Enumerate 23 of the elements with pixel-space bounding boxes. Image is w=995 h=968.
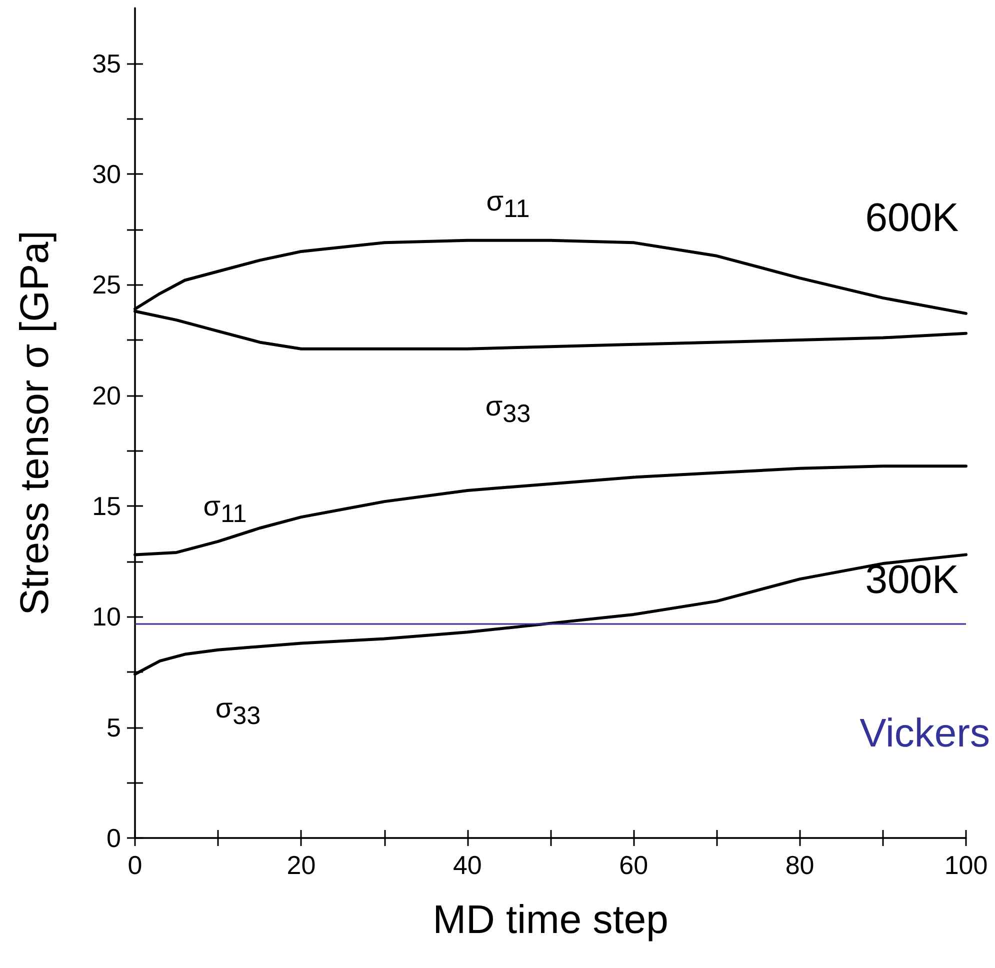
- y-tick-label: 25: [92, 270, 121, 300]
- x-axis-title: MD time step: [432, 898, 668, 942]
- annotation: 600K: [865, 196, 959, 240]
- x-tick-label: 80: [785, 850, 814, 880]
- y-axis-title: Stress tensor σ [GPa]: [13, 230, 57, 616]
- y-tick-label: 15: [92, 491, 121, 521]
- x-tick-label: 0: [128, 850, 142, 880]
- y-tick-label: 5: [106, 712, 121, 742]
- y-tick-label: 30: [92, 159, 121, 189]
- y-tick-label: 20: [92, 380, 121, 410]
- y-tick-label: 35: [92, 48, 121, 78]
- ref-line-label: Vickers: [860, 711, 990, 756]
- annotation: 300K: [865, 558, 959, 602]
- x-tick-label: 60: [619, 850, 648, 880]
- annotation: σ$_{11}$: [203, 490, 247, 528]
- x-tick-label: 40: [452, 850, 482, 880]
- annotation: σ$_{33}$: [215, 692, 261, 730]
- y-tick-label: 10: [92, 602, 121, 632]
- x-tick-label: 20: [286, 850, 316, 880]
- annotation: σ$_{33}$: [485, 390, 531, 428]
- x-tick-label: 100: [944, 850, 988, 880]
- annotation: σ$_{11}$: [486, 186, 530, 224]
- y-tick-label: 0: [106, 823, 121, 853]
